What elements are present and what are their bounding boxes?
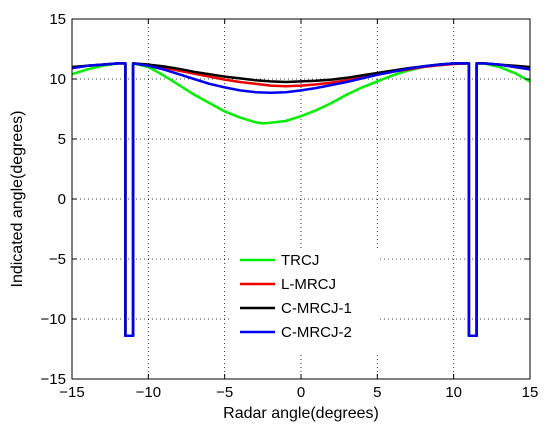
x-axis-label: Radar angle(degrees) <box>223 405 379 422</box>
legend-label: TRCJ <box>281 252 319 269</box>
x-tick-label: 0 <box>297 384 305 401</box>
y-tick-label: −10 <box>41 311 66 328</box>
y-tick-label: 5 <box>58 131 66 148</box>
x-tick-label: 15 <box>522 384 539 401</box>
ticks: −15 −10 −5 0 5 10 15 −15 −10 −5 0 5 10 15 <box>41 11 539 401</box>
y-axis-label: Indicated angle(degrees) <box>9 110 26 287</box>
x-tick-label: −5 <box>216 384 233 401</box>
legend: TRCJ L-MRCJ C-MRCJ-1 C-MRCJ-2 <box>230 248 380 352</box>
y-tick-label: 0 <box>58 191 66 208</box>
x-tick-label: −15 <box>59 384 84 401</box>
y-tick-label: 15 <box>49 11 66 28</box>
y-tick-label: 10 <box>49 71 66 88</box>
legend-label: C-MRCJ-2 <box>281 324 352 341</box>
y-tick-label: −5 <box>49 251 66 268</box>
x-tick-label: 5 <box>373 384 381 401</box>
x-tick-label: 10 <box>445 384 462 401</box>
legend-label: L-MRCJ <box>281 276 336 293</box>
y-tick-label: −15 <box>41 371 66 388</box>
series-group <box>71 62 531 338</box>
legend-label: C-MRCJ-1 <box>281 300 352 317</box>
series-line-c-mrcj-2 <box>71 62 531 338</box>
x-tick-label: −10 <box>136 384 161 401</box>
legend-box <box>230 248 380 352</box>
